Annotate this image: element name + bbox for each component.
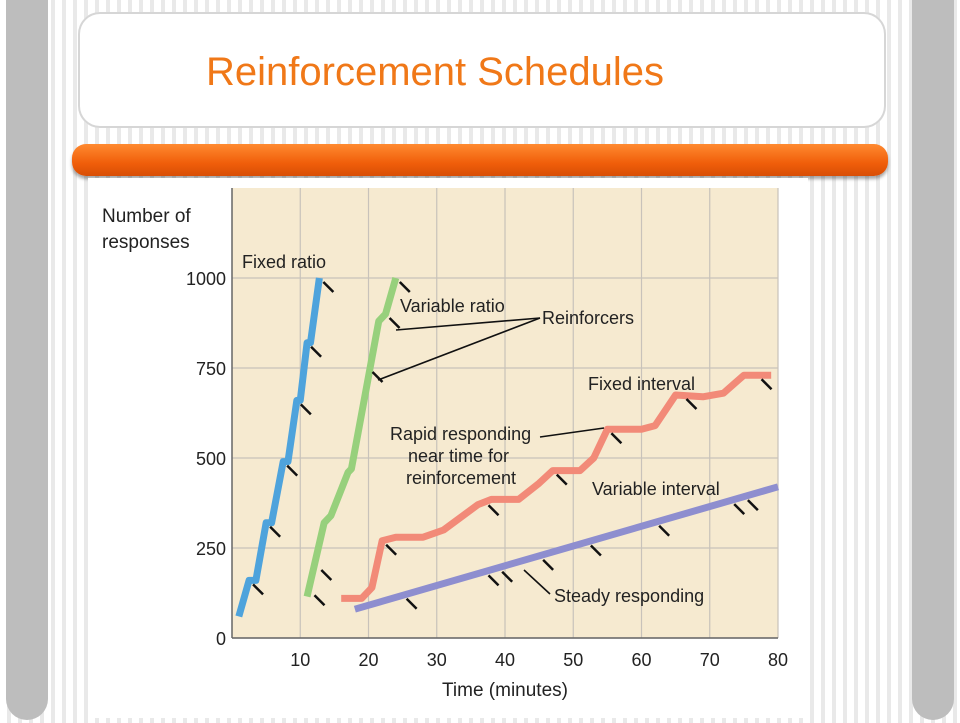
reinforcer-mark [269,525,282,538]
label-reinforcers: Reinforcers [542,308,634,328]
x-tick-label: 60 [631,650,651,670]
series-line [303,277,400,598]
left-decorative-panel [6,0,48,720]
label-variable-interval: Variable interval [592,479,720,499]
label-rapid-responding-1: Rapid responding [390,424,531,444]
x-tick-label: 30 [427,650,447,670]
leader-line [539,427,605,438]
reinforcer-mark [685,398,698,410]
header-bar [72,144,888,176]
leader-line [395,317,541,331]
series-line [235,277,323,618]
reinforcer-mark [398,281,411,293]
reinforcer-mark [501,570,514,583]
series-line [353,483,779,613]
y-axis-label: Number of [102,206,191,227]
y-tick-label: 1000 [186,269,226,289]
reinforcer-mark [286,464,299,477]
reinforcer-mark [252,583,264,596]
label-rapid-responding-3: reinforcement [406,468,516,488]
chart-container: 0 250 500 750 1000 10 20 30 40 50 60 70 80 Number of r… [88,178,808,718]
reinforcer-mark [371,371,384,383]
title-box [78,12,886,128]
reinforcer-mark [322,281,335,293]
reinforcer-mark [555,473,568,486]
annotation-leader-lines [377,317,605,595]
reinforcer-mark [405,597,418,610]
reinforcer-mark [487,574,500,587]
reinforcer-mark [299,403,312,416]
reinforcer-mark [320,569,333,581]
leader-line [523,569,551,595]
grid-lines [232,188,779,639]
x-tick-label: 40 [495,650,515,670]
reinforcer-mark [760,378,773,391]
label-steady-responding: Steady responding [554,586,704,606]
reinforcer-mark [590,544,602,557]
x-tick-label: 50 [563,650,583,670]
reinforcer-mark [746,499,759,512]
reinforcer-mark [487,504,500,517]
reinforcer-mark [313,594,326,607]
reinforcement-chart: 0 250 500 750 1000 10 20 30 40 50 60 70 80 Number of r… [102,188,788,701]
y-tick-label: 500 [196,449,226,469]
series-layer [235,277,779,618]
slide-title: Reinforcement Schedules [206,50,665,94]
reinforcer-mark [385,543,398,556]
x-tick-label: 20 [358,650,378,670]
reinforcer-mark [388,317,401,329]
y-axis-label: responses [102,232,190,253]
x-tick-label: 10 [290,650,310,670]
label-fixed-ratio: Fixed ratio [242,252,326,272]
reinforcer-mark [610,432,623,445]
reinforcer-mark [733,503,746,516]
x-tick-label: 80 [768,650,788,670]
reinforcer-mark [658,524,671,537]
label-variable-ratio: Variable ratio [400,296,505,316]
label-fixed-interval: Fixed interval [588,374,695,394]
series-line [341,371,772,602]
y-tick-label: 250 [196,539,226,559]
x-tick-label: 70 [700,650,720,670]
y-tick-label: 750 [196,359,226,379]
x-axis-label: Time (minutes) [442,680,568,701]
axes [231,188,778,639]
y-tick-label: 0 [216,629,226,649]
leader-line [377,317,541,381]
chart-labels: 0 250 500 750 1000 10 20 30 40 50 60 70 80 Number of r… [102,206,788,701]
reinforcer-mark [542,559,555,571]
reinforcer-mark [310,345,322,358]
label-rapid-responding-2: near time for [408,446,509,466]
right-decorative-panel [912,0,954,720]
